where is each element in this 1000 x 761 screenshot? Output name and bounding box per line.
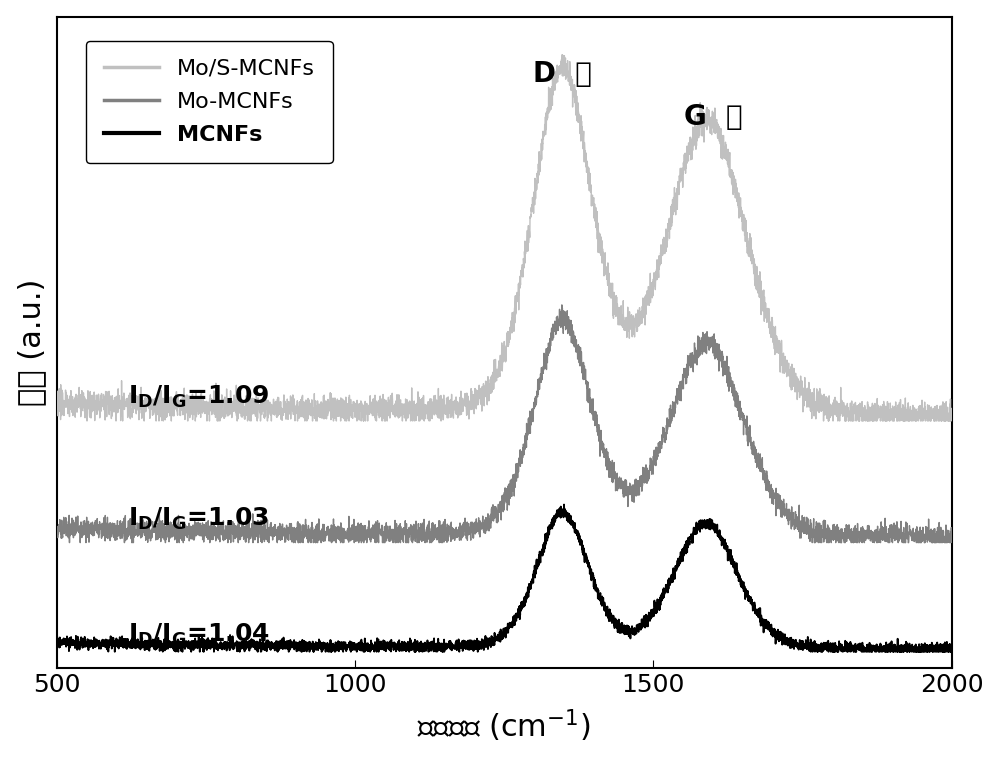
Mo-MCNFs	[633, 480, 645, 489]
Text: $\mathbf{I_D/ I_G}$=1.04: $\mathbf{I_D/ I_G}$=1.04	[128, 622, 270, 648]
Mo-MCNFs	[213, 533, 225, 543]
X-axis label: 拉曼位移 (cm$^{-1}$): 拉曼位移 (cm$^{-1}$)	[417, 708, 591, 744]
Mo/S-MCNFs	[213, 400, 225, 409]
MCNFs	[51, 637, 63, 646]
Y-axis label: 强度 (a.u.): 强度 (a.u.)	[17, 279, 46, 406]
MCNFs	[633, 621, 645, 630]
Mo/S-MCNFs	[51, 396, 63, 406]
Line: MCNFs: MCNFs	[57, 505, 952, 651]
Mo-MCNFs	[393, 521, 405, 530]
Text: $\mathbf{I_D/ I_G}$=1.09: $\mathbf{I_D/ I_G}$=1.09	[128, 384, 270, 410]
Line: Mo-MCNFs: Mo-MCNFs	[57, 305, 952, 543]
MCNFs	[393, 642, 405, 651]
Mo/S-MCNFs	[393, 390, 405, 400]
Mo-MCNFs	[719, 370, 731, 379]
MCNFs	[946, 642, 958, 651]
Text: G  峰: G 峰	[684, 103, 742, 131]
Mo/S-MCNFs	[556, 50, 568, 59]
MCNFs	[719, 540, 731, 549]
MCNFs	[109, 647, 121, 656]
Mo/S-MCNFs	[81, 416, 93, 425]
Mo/S-MCNFs	[787, 364, 799, 373]
Mo/S-MCNFs	[588, 193, 600, 202]
Text: D  峰: D 峰	[533, 60, 592, 88]
MCNFs	[787, 635, 799, 645]
Mo-MCNFs	[787, 514, 799, 523]
MCNFs	[588, 582, 600, 591]
Mo-MCNFs	[51, 525, 63, 534]
Mo-MCNFs	[63, 538, 75, 547]
Mo-MCNFs	[556, 301, 568, 310]
Mo/S-MCNFs	[946, 410, 958, 419]
MCNFs	[558, 500, 570, 509]
Legend: Mo/S-MCNFs, Mo-MCNFs, MCNFs: Mo/S-MCNFs, Mo-MCNFs, MCNFs	[86, 41, 333, 163]
MCNFs	[213, 641, 225, 650]
Mo/S-MCNFs	[719, 148, 731, 157]
Line: Mo/S-MCNFs: Mo/S-MCNFs	[57, 55, 952, 421]
Mo-MCNFs	[946, 535, 958, 544]
Mo/S-MCNFs	[633, 318, 645, 327]
Mo-MCNFs	[588, 416, 600, 425]
Text: $\mathbf{I_D/ I_G}$=1.03: $\mathbf{I_D/ I_G}$=1.03	[128, 506, 269, 532]
